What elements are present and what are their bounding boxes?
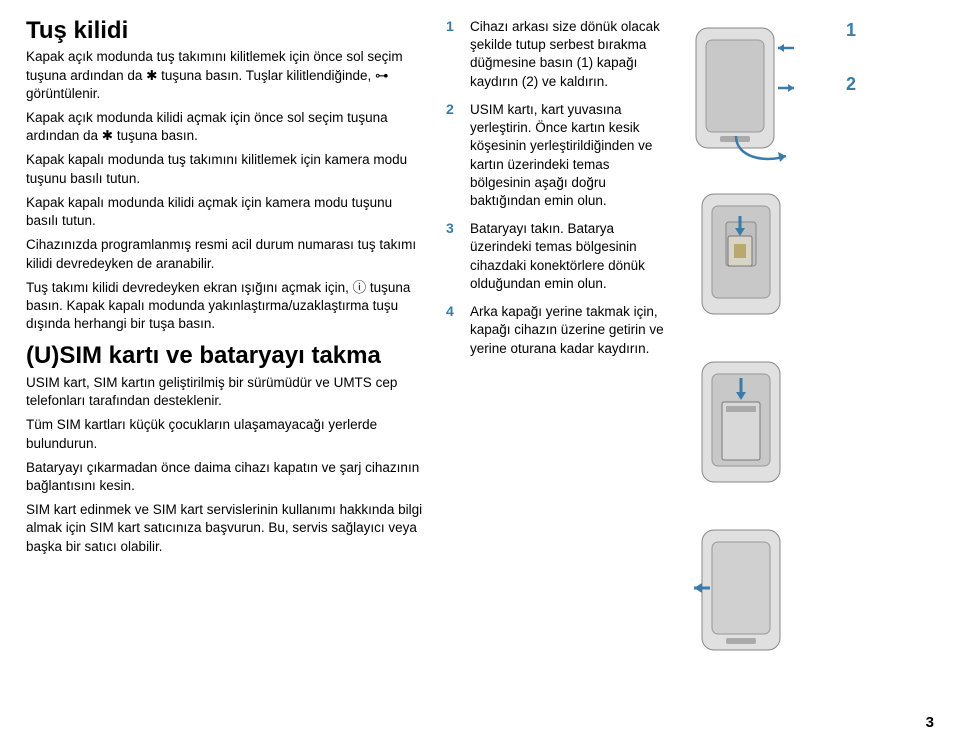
para: Kapak açık modunda kilidi açmak için önc…: [26, 109, 426, 145]
illustration-1: 1 2: [686, 18, 906, 168]
para: USIM kart, SIM kartın geliştirilmiş bir …: [26, 374, 426, 410]
step-number: 1: [446, 18, 460, 91]
step-row: 2 USIM kartı, kart yuvasına yerleştirin.…: [446, 101, 666, 210]
step-text: Cihazı arkası size dönük olacak şekilde …: [470, 18, 666, 91]
para: Tüm SIM kartları küçük çocukların ulaşam…: [26, 416, 426, 452]
illustration-3: [686, 354, 906, 504]
step-number: 3: [446, 220, 460, 293]
para: Tuş takımı kilidi devredeyken ekran ışığ…: [26, 279, 426, 334]
phone-battery-icon: [686, 354, 806, 504]
para: Kapak kapalı modunda kilidi açmak için k…: [26, 194, 426, 230]
step-text: Bataryayı takın. Batarya üzerindeki tema…: [470, 220, 666, 293]
illustration-column: 1 2: [686, 18, 906, 727]
step-number: 2: [446, 101, 460, 210]
left-column: Tuş kilidi Kapak açık modunda tuş takımı…: [26, 18, 426, 727]
step-text: Arka kapağı yerine takmak için, kapağı c…: [470, 303, 666, 358]
callout-1: 1: [846, 20, 856, 41]
para: SIM kart edinmek ve SIM kart servislerin…: [26, 501, 426, 556]
heading-usim: (U)SIM kartı ve bataryayı takma: [26, 343, 426, 369]
step-row: 3 Bataryayı takın. Batarya üzerindeki te…: [446, 220, 666, 293]
step-text: USIM kartı, kart yuvasına yerleştirin. Ö…: [470, 101, 666, 210]
illustration-4: [686, 522, 906, 672]
para: Kapak açık modunda tuş takımını kilitlem…: [26, 48, 426, 103]
para: Cihazınızda programlanmış resmi acil dur…: [26, 236, 426, 272]
step-row: 4 Arka kapağı yerine takmak için, kapağı…: [446, 303, 666, 358]
illustration-2: [686, 186, 906, 336]
phone-back-icon: [686, 18, 806, 168]
page-number: 3: [926, 714, 934, 731]
steps-column: 1 Cihazı arkası size dönük olacak şekild…: [446, 18, 666, 727]
callout-2: 2: [846, 74, 856, 95]
phone-cover-icon: [686, 522, 806, 672]
step-number: 4: [446, 303, 460, 358]
heading-tus-kilidi: Tuş kilidi: [26, 18, 426, 44]
para: Kapak kapalı modunda tuş takımını kilitl…: [26, 151, 426, 187]
step-row: 1 Cihazı arkası size dönük olacak şekild…: [446, 18, 666, 91]
phone-sim-icon: [686, 186, 806, 336]
para: Bataryayı çıkarmadan önce daima cihazı k…: [26, 459, 426, 495]
